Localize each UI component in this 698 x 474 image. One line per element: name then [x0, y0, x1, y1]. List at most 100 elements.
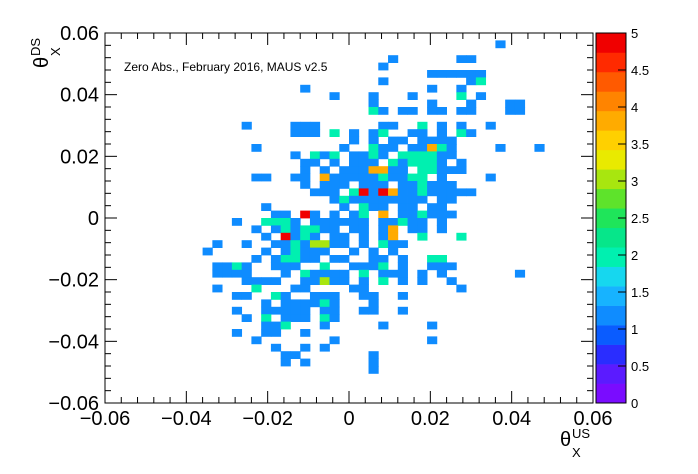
- heatmap-bin: [358, 203, 369, 211]
- heatmap-bin: [417, 144, 428, 152]
- heatmap-bin: [319, 299, 330, 308]
- heatmap-bin: [329, 173, 340, 182]
- heatmap-bins: [202, 40, 545, 374]
- heatmap-bin: [388, 166, 399, 174]
- heatmap-bin: [378, 77, 389, 86]
- heatmap-bin: [251, 173, 262, 182]
- heatmap-bin: [417, 218, 428, 226]
- heatmap-bin: [427, 210, 438, 219]
- heatmap-bin: [378, 129, 389, 137]
- heatmap-bin: [397, 107, 408, 115]
- heatmap-bin: [319, 321, 330, 330]
- heatmap-bin: [241, 277, 252, 285]
- heatmap-bin: [407, 129, 418, 137]
- heatmap-bin: [358, 151, 369, 160]
- heatmap-bin: [368, 151, 379, 160]
- heatmap-bin: [339, 269, 350, 278]
- heatmap-bin: [368, 136, 379, 145]
- heatmap-bin: [329, 314, 340, 322]
- heatmap-bin: [319, 173, 330, 182]
- heatmap-bin: [300, 129, 311, 137]
- heatmap-bin: [270, 329, 282, 337]
- heatmap-bin: [417, 188, 428, 197]
- heatmap-bin: [466, 188, 477, 197]
- heatmap-bin: [329, 255, 340, 263]
- heatmap-bin: [368, 188, 379, 197]
- y-axis-label-sup: DS: [28, 38, 43, 56]
- heatmap-bin: [319, 181, 330, 189]
- heatmap-bin: [309, 232, 321, 241]
- heatmap-bin: [427, 107, 438, 115]
- heatmap-bin: [358, 269, 369, 278]
- heatmap-bin: [329, 336, 340, 345]
- heatmap-bin: [436, 121, 447, 130]
- heatmap-bin: [378, 269, 389, 278]
- heatmap-bin: [378, 225, 389, 234]
- heatmap-bin: [368, 144, 379, 152]
- y-axis-label: θ DS X: [28, 38, 63, 68]
- heatmap-bin: [329, 158, 340, 167]
- heatmap-bin: [466, 77, 477, 86]
- heatmap-bin: [378, 173, 389, 182]
- heatmap-bin: [300, 255, 311, 263]
- heatmap-bin: [280, 306, 291, 315]
- heatmap-bin: [368, 158, 379, 167]
- heatmap-bin: [417, 277, 428, 285]
- heatmap-bin: [368, 358, 379, 367]
- heatmap-bin: [514, 99, 526, 108]
- heatmap-bin: [339, 240, 350, 248]
- heatmap-bin: [397, 181, 408, 189]
- heatmap-bin: [329, 129, 340, 137]
- heatmap-bin: [436, 151, 447, 160]
- heatmap-bin: [319, 343, 330, 352]
- heatmap-bin: [358, 240, 369, 248]
- heatmap-bin: [397, 292, 408, 300]
- heatmap-bin: [300, 343, 311, 352]
- heatmap-bin: [319, 262, 330, 271]
- palette-tick-label: 0.5: [631, 359, 649, 374]
- x-axis-label: θ US X: [560, 426, 590, 460]
- heatmap-bin: [417, 136, 428, 145]
- heatmap-bin: [261, 247, 272, 256]
- heatmap-bin: [368, 107, 379, 115]
- heatmap-bin: [358, 210, 369, 219]
- heatmap-bin: [280, 351, 291, 359]
- heatmap-bin: [290, 121, 301, 130]
- palette-swatch: [596, 33, 626, 53]
- heatmap-bin: [300, 225, 311, 234]
- palette-swatch: [596, 305, 626, 326]
- heatmap-bin: [241, 269, 252, 278]
- heatmap-bin: [290, 284, 301, 293]
- heatmap-bin: [427, 262, 438, 271]
- heatmap-bin: [456, 166, 467, 174]
- heatmap-bin: [329, 299, 340, 308]
- heatmap-bin: [436, 158, 447, 167]
- heatmap-bin: [456, 121, 467, 130]
- heatmap-bin: [436, 129, 447, 137]
- heatmap-bin: [495, 40, 506, 49]
- heatmap-bin: [349, 225, 360, 234]
- heatmap-bin: [378, 151, 389, 160]
- y-tick-label: 0.06: [60, 23, 99, 45]
- heatmap-bin: [446, 210, 457, 219]
- heatmap-bin: [329, 277, 340, 285]
- palette-swatch: [596, 247, 626, 267]
- heatmap-bin: [388, 55, 399, 63]
- heatmap-bin: [290, 247, 301, 256]
- heatmap-bin: [368, 173, 379, 182]
- heatmap-bin: [446, 151, 457, 160]
- palette-swatch: [596, 110, 626, 131]
- heatmap-bin: [378, 240, 389, 248]
- palette-swatch: [596, 169, 626, 190]
- heatmap-bin: [407, 225, 418, 234]
- heatmap-bin: [397, 203, 408, 211]
- heatmap-bin: [397, 210, 408, 219]
- heatmap-bin: [319, 151, 330, 160]
- heatmap-bin: [407, 173, 418, 182]
- heatmap-bin: [349, 284, 360, 293]
- heatmap-bin: [436, 255, 447, 263]
- heatmap-bin: [280, 292, 291, 300]
- heatmap-bin: [339, 232, 350, 241]
- heatmap-bin: [270, 262, 282, 271]
- heatmap-bin: [231, 269, 243, 278]
